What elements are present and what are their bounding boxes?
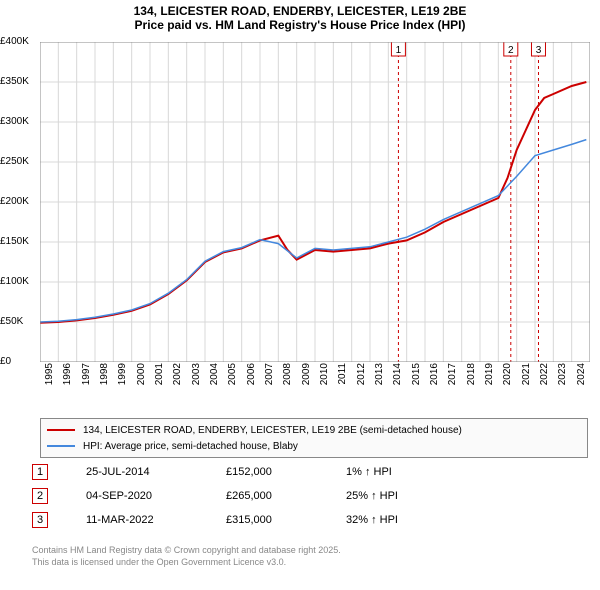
x-label: 2016 (429, 363, 440, 403)
legend-item: HPI: Average price, semi-detached house,… (47, 438, 581, 454)
chart-svg: 1 2 3 (40, 42, 590, 362)
legend-swatch (47, 445, 75, 447)
legend-swatch (47, 429, 75, 431)
sales-price: £315,000 (226, 514, 346, 526)
x-label: 2007 (264, 363, 275, 403)
x-label: 2014 (392, 363, 403, 403)
sales-marker: 3 (32, 512, 48, 528)
x-label: 2020 (502, 363, 513, 403)
x-label: 1995 (44, 363, 55, 403)
title-line1: 134, LEICESTER ROAD, ENDERBY, LEICESTER,… (0, 4, 600, 18)
sales-price: £152,000 (226, 466, 346, 478)
x-label: 2004 (209, 363, 220, 403)
y-label: £400K (0, 36, 40, 47)
footer-line1: Contains HM Land Registry data © Crown c… (32, 545, 590, 557)
y-label: £0 (0, 356, 40, 367)
x-label: 2000 (136, 363, 147, 403)
x-label: 2002 (172, 363, 183, 403)
x-label: 1996 (62, 363, 73, 403)
y-label: £250K (0, 156, 40, 167)
x-label: 2022 (539, 363, 550, 403)
sales-marker: 2 (32, 488, 48, 504)
x-label: 2010 (319, 363, 330, 403)
y-label: £300K (0, 116, 40, 127)
x-label: 2015 (411, 363, 422, 403)
x-label: 2018 (466, 363, 477, 403)
x-label: 2021 (521, 363, 532, 403)
y-label: £200K (0, 196, 40, 207)
x-label: 2005 (227, 363, 238, 403)
sales-price: £265,000 (226, 490, 346, 502)
sales-pct: 32% ↑ HPI (346, 514, 466, 526)
x-label: 1999 (117, 363, 128, 403)
svg-text:2: 2 (508, 45, 514, 56)
x-label: 2006 (246, 363, 257, 403)
sales-date: 11-MAR-2022 (86, 514, 226, 526)
sales-pct: 1% ↑ HPI (346, 466, 466, 478)
legend-label: 134, LEICESTER ROAD, ENDERBY, LEICESTER,… (83, 425, 462, 436)
x-label: 1998 (99, 363, 110, 403)
svg-text:3: 3 (536, 45, 542, 56)
title-area: 134, LEICESTER ROAD, ENDERBY, LEICESTER,… (0, 0, 600, 34)
x-label: 2008 (282, 363, 293, 403)
x-label: 2012 (356, 363, 367, 403)
legend-item: 134, LEICESTER ROAD, ENDERBY, LEICESTER,… (47, 422, 581, 438)
x-label: 2009 (301, 363, 312, 403)
y-label: £50K (0, 316, 40, 327)
title-line2: Price paid vs. HM Land Registry's House … (0, 18, 600, 32)
x-label: 2017 (447, 363, 458, 403)
y-label: £350K (0, 76, 40, 87)
y-label: £150K (0, 236, 40, 247)
legend-label: HPI: Average price, semi-detached house,… (83, 441, 298, 452)
chart-container: 134, LEICESTER ROAD, ENDERBY, LEICESTER,… (0, 0, 600, 590)
footer: Contains HM Land Registry data © Crown c… (32, 545, 590, 568)
x-axis-labels: 1995 1996 1997 1998 1999 2000 2001 2002 2003 2004… (40, 365, 590, 415)
y-label: £100K (0, 276, 40, 287)
sales-row: 1 25-JUL-2014£152,0001% ↑ HPI (32, 460, 590, 484)
x-label: 2011 (337, 363, 348, 403)
x-label: 2019 (484, 363, 495, 403)
x-label: 2003 (191, 363, 202, 403)
chart-plot: 1 2 3 (40, 42, 590, 362)
legend: 134, LEICESTER ROAD, ENDERBY, LEICESTER,… (40, 418, 588, 458)
footer-line2: This data is licensed under the Open Gov… (32, 557, 590, 569)
x-label: 2001 (154, 363, 165, 403)
sales-row: 2 04-SEP-2020£265,00025% ↑ HPI (32, 484, 590, 508)
x-label: 1997 (81, 363, 92, 403)
sales-pct: 25% ↑ HPI (346, 490, 466, 502)
sales-date: 04-SEP-2020 (86, 490, 226, 502)
sales-table: 1 25-JUL-2014£152,0001% ↑ HPI 2 04-SEP-2020… (32, 460, 590, 532)
x-label: 2024 (576, 363, 587, 403)
sales-row: 3 11-MAR-2022£315,00032% ↑ HPI (32, 508, 590, 532)
x-label: 2013 (374, 363, 385, 403)
x-label: 2023 (557, 363, 568, 403)
sales-date: 25-JUL-2014 (86, 466, 226, 478)
sales-marker: 1 (32, 464, 48, 480)
svg-text:1: 1 (396, 45, 402, 56)
y-axis-labels: £0£50K£100K£150K£200K£250K£300K£350K£400… (0, 42, 40, 362)
